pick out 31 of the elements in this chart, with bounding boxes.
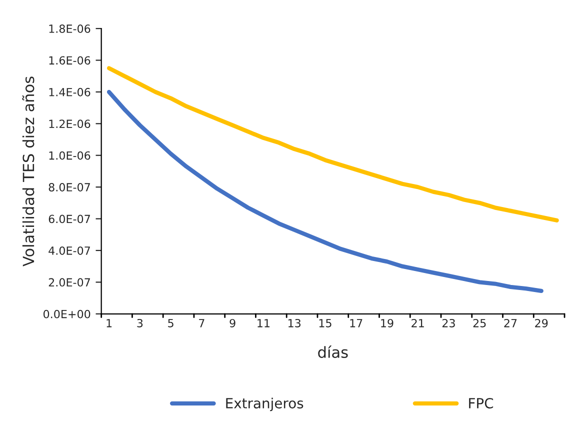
y-tick-label: 0.0E+00 [44, 310, 90, 318]
legend-label: FPC [469, 398, 494, 408]
y-tick-label: 6.0E-07 [48, 214, 90, 224]
x-tick-label: 21 [412, 318, 424, 328]
y-tick-label: 1.2E-06 [49, 120, 90, 128]
y-axis-title: Volatilidad TES diez años [22, 76, 34, 266]
x-tick-label: 27 [504, 318, 517, 328]
x-tick-label: 13 [288, 318, 301, 328]
y-tick-label: 1.0E-06 [49, 151, 90, 160]
legend-label: Extranjeros [226, 398, 304, 412]
line-series [106, 90, 544, 293]
x-axis-title: días [318, 346, 348, 358]
x-tick-label: 29 [535, 318, 548, 328]
y-tick-label: 1.6E-06 [49, 56, 90, 65]
y-tick-label: 4.0E-07 [48, 246, 90, 255]
x-tick-label: 17 [350, 319, 362, 328]
y-tick-label: 1.8E-06 [49, 24, 90, 33]
x-tick-label: 1 [106, 319, 112, 328]
y-tick-label: 2.0E-07 [48, 278, 90, 287]
line-series [106, 66, 559, 222]
x-tick-label: 19 [381, 318, 394, 328]
y-tick-label: 1.4E-06 [49, 88, 90, 96]
y-tick-label: 8.0E-07 [48, 183, 90, 192]
x-tick-label: 25 [473, 318, 486, 328]
x-tick-label: 3 [137, 318, 143, 328]
x-tick-label: 5 [168, 319, 174, 328]
x-tick-label: 11 [258, 319, 270, 328]
x-tick-label: 7 [199, 319, 204, 328]
x-tick-label: 23 [442, 318, 455, 328]
x-tick-label: 15 [319, 319, 332, 328]
x-tick-label: 9 [230, 318, 236, 328]
